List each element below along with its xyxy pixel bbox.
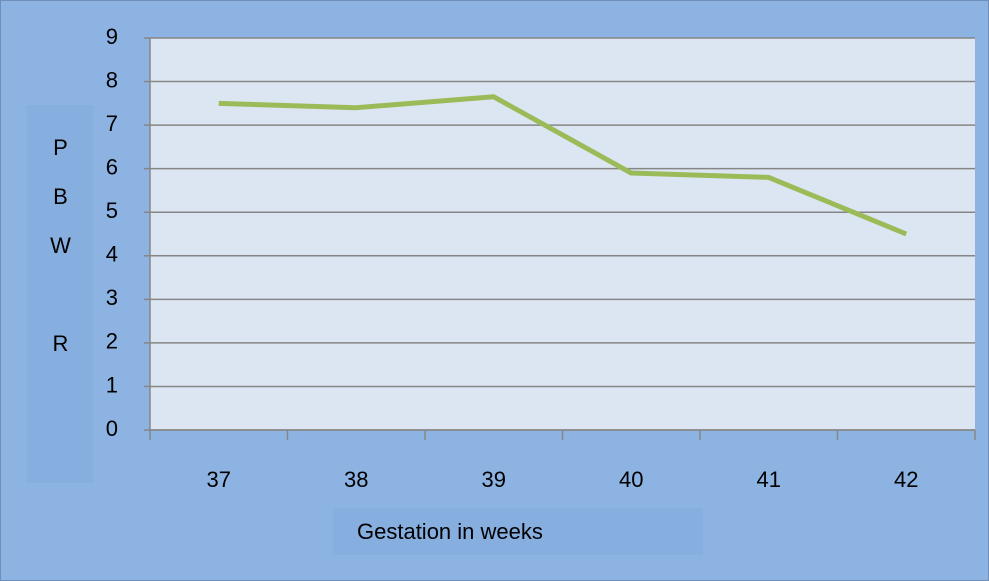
y-tick-label: 1 (106, 372, 118, 397)
x-tick-label: 41 (757, 467, 781, 492)
y-axis-label: PBW R (27, 105, 93, 483)
x-tick-label: 39 (482, 467, 506, 492)
data-line (218, 94, 908, 237)
y-tick-label: 5 (106, 198, 118, 223)
y-tick-label: 8 (106, 67, 118, 92)
y-tick-label: 9 (106, 24, 118, 49)
y-tick-label: 4 (106, 242, 118, 267)
y-tick-label: 7 (106, 111, 118, 136)
y-tick-label: 6 (106, 154, 118, 179)
x-tick-label: 38 (344, 467, 368, 492)
plot-area (150, 38, 975, 430)
x-axis-label: Gestation in weeks (333, 508, 703, 555)
y-tick-label: 2 (106, 329, 118, 354)
y-tick-label: 3 (106, 285, 118, 310)
x-tick-label: 42 (894, 467, 918, 492)
x-tick-label: 40 (619, 467, 643, 492)
y-tick-label: 0 (106, 416, 118, 441)
x-tick-label: 37 (207, 467, 231, 492)
